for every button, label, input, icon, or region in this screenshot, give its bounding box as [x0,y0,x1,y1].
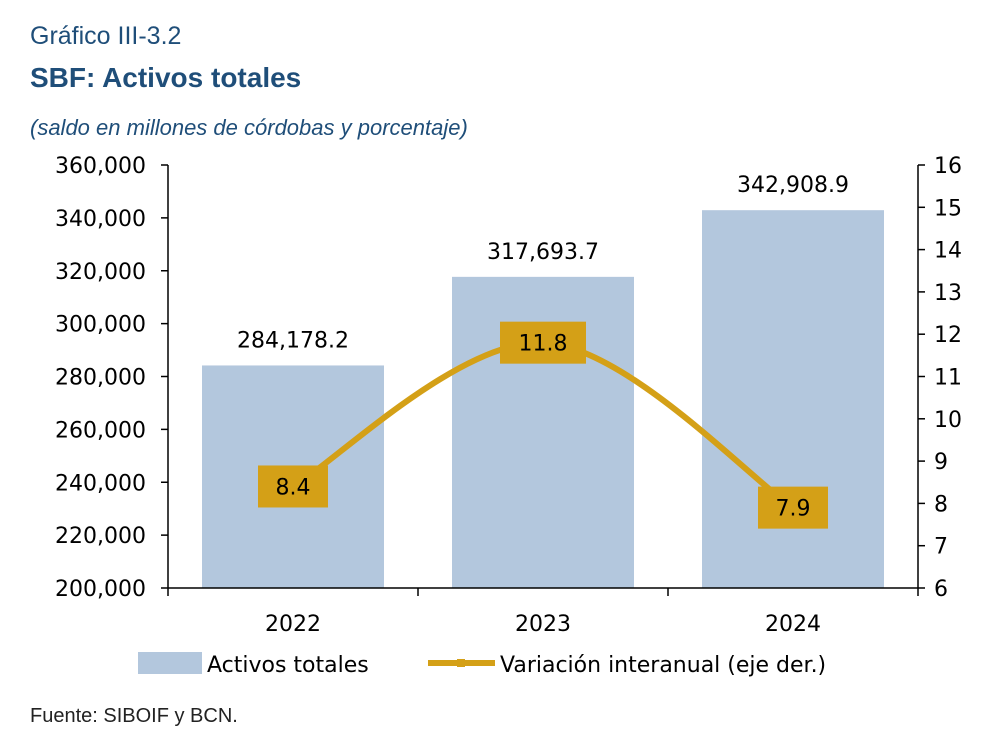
x-tick-label-2022: 2022 [265,612,321,637]
right-tick-label: 14 [934,239,962,264]
right-tick-label: 6 [934,577,948,602]
chart-kicker: Gráfico III-3.2 [30,22,182,50]
right-tick-label: 11 [934,366,962,391]
right-tick-label: 15 [934,196,962,221]
line-label-2022: 8.4 [276,475,311,500]
line-label-box-2024 [758,486,828,529]
x-tick-label-2023: 2023 [515,612,571,637]
bar-label-2024: 342,908.9 [737,173,849,198]
legend-label-variacion: Variación interanual (eje der.) [500,653,826,678]
right-tick-label: 8 [934,492,948,517]
line-label-box-2023 [500,321,586,364]
x-tick-label-2024: 2024 [765,612,821,637]
line-label-2023: 11.8 [519,332,568,357]
left-tick-label: 340,000 [55,207,146,232]
left-tick-label: 220,000 [55,524,146,549]
right-tick-label: 12 [934,323,962,348]
left-tick-label: 300,000 [55,313,146,338]
bar-label-2022: 284,178.2 [237,328,349,353]
chart-canvas: 284,178.2 317,693.7 342,908.9 200,000 220,00… [55,154,962,678]
right-tick-label: 13 [934,281,962,306]
legend-swatch-bar [138,652,202,674]
right-tick-label: 9 [934,450,948,475]
left-tick-label: 260,000 [55,418,146,443]
line-label-2024: 7.9 [776,497,811,522]
chart-subtitle: (saldo en millones de córdobas y porcent… [30,115,468,140]
chart-source: Fuente: SIBOIF y BCN. [30,705,238,727]
chart-title: SBF: Activos totales [30,62,302,93]
bar-label-2023: 317,693.7 [487,240,599,265]
left-tick-label: 200,000 [55,577,146,602]
left-tick-label: 360,000 [55,154,146,179]
bar-activos-2024 [702,210,884,588]
left-tick-label: 280,000 [55,366,146,391]
right-tick-label: 10 [934,408,962,433]
legend-marker-line [457,659,465,667]
line-label-box-2022 [258,465,328,508]
right-tick-label: 16 [934,154,962,179]
left-tick-label: 320,000 [55,260,146,285]
legend-label-activos: Activos totales [207,653,369,678]
left-tick-label: 240,000 [55,471,146,496]
right-tick-label: 7 [934,535,948,560]
